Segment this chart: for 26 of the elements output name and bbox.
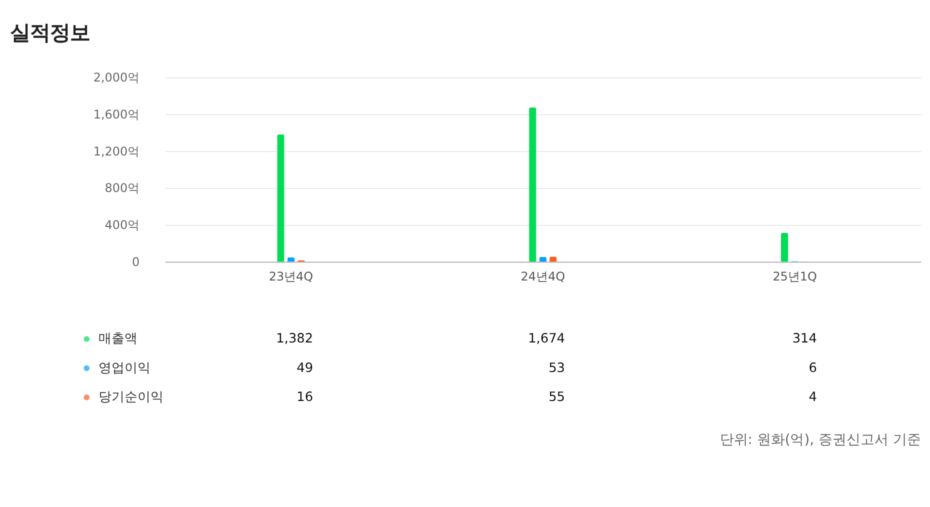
data-label: 55	[548, 390, 566, 406]
data-label: 1,674	[528, 332, 566, 347]
y-tick-label: 0	[132, 254, 140, 269]
data-label: 1,382	[276, 332, 314, 347]
legend-label: 영업이익	[98, 360, 151, 376]
y-tick-label: 400억	[104, 218, 140, 232]
data-label: 16	[296, 390, 314, 406]
data-label: 314	[792, 332, 817, 347]
x-tick-label: 23년4Q	[268, 270, 314, 284]
data-label: 49	[296, 360, 314, 376]
legend-label: 매출액	[98, 332, 138, 347]
text: 단위: 원화(억), 증권신고서 기준	[720, 432, 921, 448]
data-label: 4	[808, 390, 817, 406]
x-tick-label: 25년1Q	[772, 270, 817, 284]
data-label: 53	[548, 360, 566, 376]
bar	[780, 232, 788, 262]
x-tick-label: 24년4Q	[520, 270, 566, 284]
y-tick-label: 800억	[104, 181, 140, 196]
bar	[529, 107, 536, 262]
legend-label: 당기순이익	[98, 390, 164, 406]
y-tick-label: 1,200억	[93, 144, 140, 158]
y-tick-label: 2,000억	[93, 70, 140, 85]
y-tick-label: 1,600억	[93, 107, 140, 122]
chart-title: 실적정보	[10, 20, 90, 45]
data-label: 6	[808, 360, 817, 376]
bar	[277, 134, 284, 262]
